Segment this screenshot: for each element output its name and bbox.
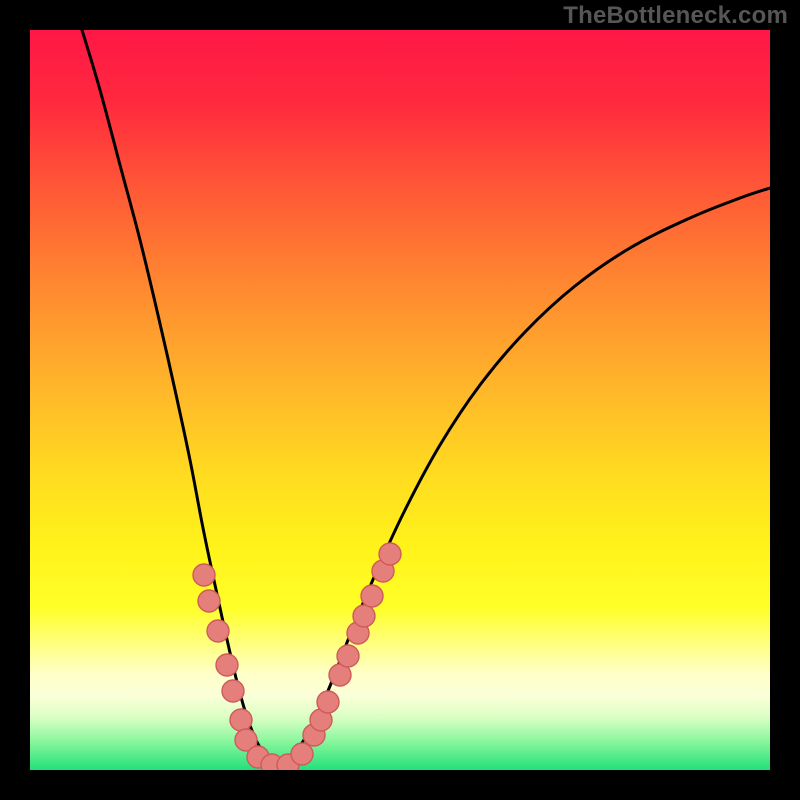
curve-marker	[379, 543, 401, 565]
curve-marker	[216, 654, 238, 676]
curve-marker	[337, 645, 359, 667]
curve-marker	[207, 620, 229, 642]
plot-background	[30, 30, 770, 770]
curve-marker	[230, 709, 252, 731]
curve-marker	[361, 585, 383, 607]
curve-marker	[291, 743, 313, 765]
curve-marker	[222, 680, 244, 702]
curve-marker	[198, 590, 220, 612]
watermark-text: TheBottleneck.com	[563, 2, 788, 30]
curve-marker	[353, 605, 375, 627]
curve-marker	[317, 691, 339, 713]
chart-svg	[0, 0, 800, 800]
curve-marker	[193, 564, 215, 586]
chart-stage: TheBottleneck.com	[0, 0, 800, 800]
